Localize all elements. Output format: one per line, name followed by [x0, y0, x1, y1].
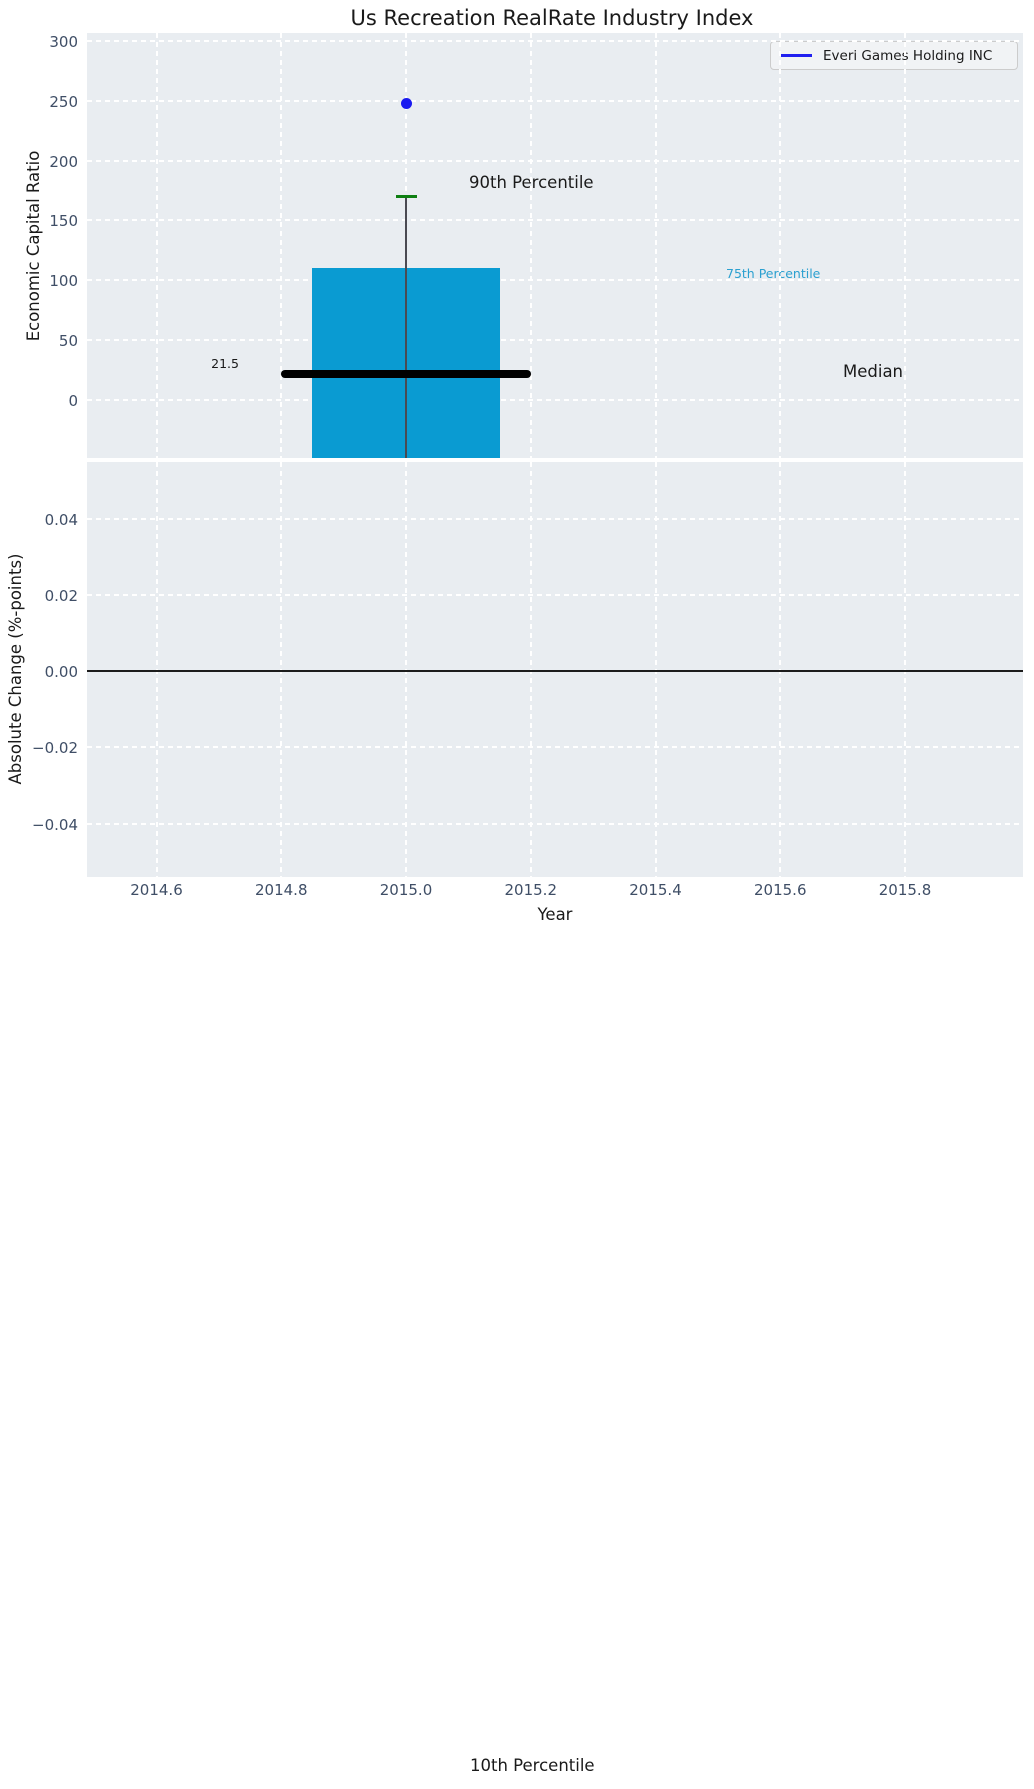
y-tick-label-bottom: 0.02 — [44, 586, 78, 605]
gridline-horizontal — [87, 219, 1023, 222]
legend-line-sample — [781, 54, 812, 57]
x-tick-label: 2015.6 — [754, 881, 807, 899]
x-tick-label: 2015.4 — [629, 881, 682, 899]
gridline-horizontal — [87, 399, 1023, 401]
gridline-vertical — [529, 462, 532, 877]
x-tick-label: 2015.2 — [504, 881, 558, 899]
median-line — [281, 370, 531, 379]
y-tick-label-top: 200 — [49, 152, 78, 171]
gridline-vertical — [779, 462, 782, 877]
y-axis-label-top: Economic Capital Ratio — [24, 150, 43, 342]
gridline-vertical — [904, 462, 906, 877]
gridline-horizontal — [87, 99, 1023, 102]
whisker-line — [405, 196, 407, 458]
annotation-75th-percentile: 75th Percentile — [726, 266, 821, 281]
y-tick-label-bottom: −0.04 — [32, 815, 78, 834]
gridline-horizontal — [87, 822, 1023, 825]
gridline-vertical — [155, 462, 158, 877]
x-tick-label: 2015.0 — [379, 881, 433, 899]
y-tick-label-bottom: −0.02 — [32, 739, 78, 758]
annotation-median-value: 21.5 — [211, 356, 239, 371]
gridline-horizontal — [87, 746, 1023, 749]
bottom-axes — [87, 462, 1023, 877]
gridline-vertical — [529, 33, 532, 458]
scatter-point — [400, 97, 412, 109]
annotation-median: Median — [843, 362, 904, 381]
legend: Everi Games Holding INC — [770, 41, 1018, 70]
gridline-horizontal — [87, 159, 1023, 162]
y-tick-label-top: 100 — [49, 272, 78, 291]
gridline-horizontal — [87, 39, 1023, 42]
gridline-vertical — [779, 33, 782, 458]
y-tick-label-top: 150 — [49, 212, 78, 231]
y-tick-label-top: 50 — [58, 332, 78, 351]
y-tick-label-top: 250 — [49, 92, 78, 111]
x-tick-label: 2014.6 — [130, 881, 183, 899]
gridline-vertical — [904, 33, 906, 458]
legend-label: Everi Games Holding INC — [823, 47, 993, 64]
gridline-vertical — [654, 462, 657, 877]
y-tick-label-bottom: 0.04 — [44, 510, 78, 529]
gridline-vertical — [280, 33, 283, 458]
y-tick-label-top: 0 — [68, 392, 78, 410]
x-tick-label: 2014.8 — [255, 881, 308, 899]
gridline-vertical — [654, 33, 657, 458]
gridline-horizontal — [87, 279, 1023, 282]
annotation-10th-percentile: 10th Percentile — [470, 1756, 595, 1775]
x-tick-label: 2015.8 — [878, 881, 932, 899]
gridline-vertical — [280, 462, 283, 877]
gridline-vertical — [405, 462, 407, 877]
gridline-horizontal — [87, 339, 1023, 342]
y-tick-label-bottom: 0.00 — [44, 663, 78, 681]
gridline-vertical — [155, 33, 158, 458]
zero-line — [87, 670, 1023, 672]
gridline-horizontal — [87, 517, 1023, 520]
y-tick-label-top: 300 — [49, 32, 78, 51]
x-axis-label: Year — [537, 905, 573, 924]
gridline-horizontal — [87, 593, 1023, 596]
chart-title: Us Recreation RealRate Industry Index — [350, 6, 754, 30]
top-axes — [87, 33, 1023, 458]
p90-cap — [395, 195, 417, 199]
